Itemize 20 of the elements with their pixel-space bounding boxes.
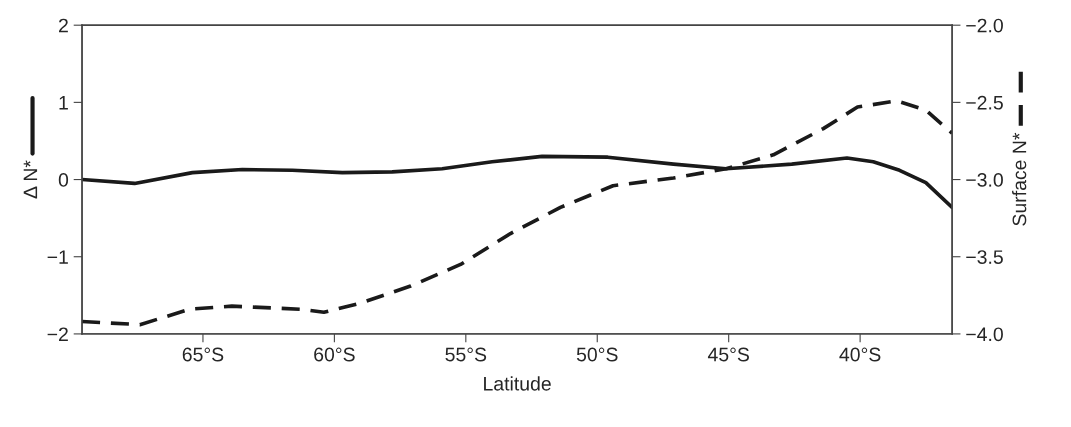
y2-tick-label: −4.0 bbox=[966, 327, 1003, 342]
y2-tick-label: −3.0 bbox=[966, 173, 1003, 187]
x-tick-label: 40°S bbox=[839, 347, 881, 362]
y2-tick-label: −3.5 bbox=[966, 250, 1003, 264]
y-tick-label: 0 bbox=[58, 173, 69, 187]
y-tick-label: 1 bbox=[59, 96, 68, 110]
x-tick-label: 45°S bbox=[707, 347, 749, 362]
x-tick-label: 60°S bbox=[314, 347, 355, 362]
y2-tick-label: −2.5 bbox=[966, 95, 1003, 110]
y-tick-label: −2 bbox=[47, 327, 68, 341]
x-tick-label: 50°S bbox=[576, 347, 618, 362]
y-axis-title: Δ N* bbox=[23, 160, 38, 199]
x-tick-label: 65°S bbox=[182, 347, 224, 362]
x-axis-title: Latitude bbox=[484, 376, 551, 391]
y-tick-label: −1 bbox=[47, 250, 68, 264]
x-tick-label: 55°S bbox=[445, 347, 487, 362]
y2-tick-label: −2.0 bbox=[966, 18, 1003, 33]
line-series bbox=[82, 99, 953, 327]
y-tick-label: 2 bbox=[59, 18, 68, 33]
y2-axis-title: Surface N* bbox=[1012, 132, 1027, 226]
